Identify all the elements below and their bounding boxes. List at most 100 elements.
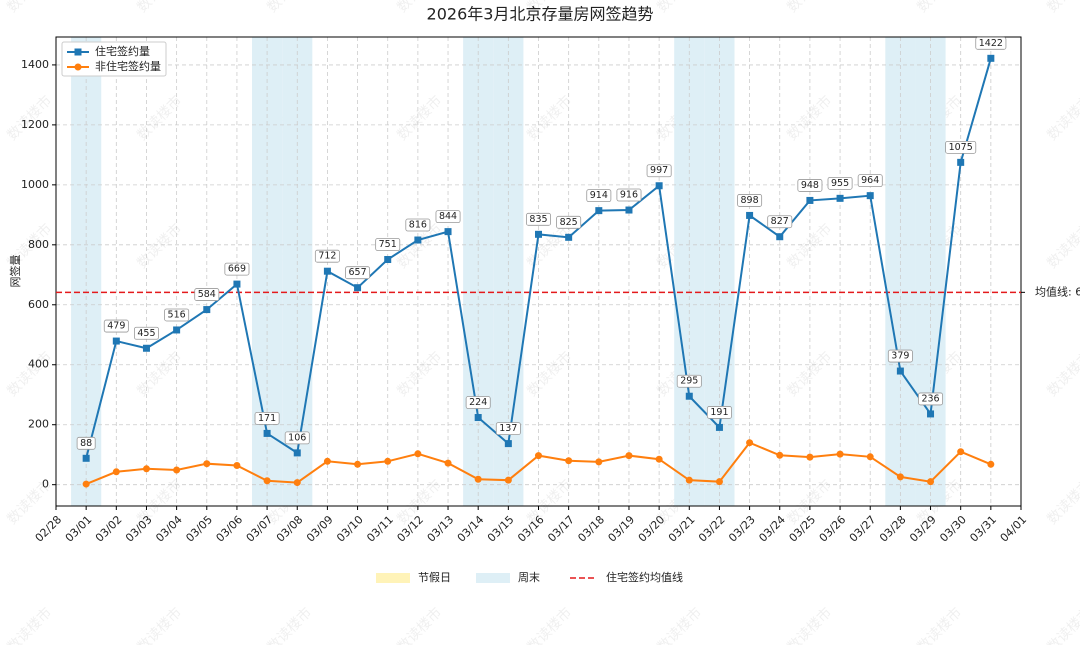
- watermark: 数读楼市: [914, 604, 966, 645]
- point: [263, 477, 271, 485]
- x-tick-label: 03/06: [214, 513, 246, 545]
- point: [354, 460, 362, 468]
- y-tick-label: 400: [28, 358, 49, 371]
- data-label-box: [76, 436, 96, 450]
- watermark: 数读楼市: [394, 604, 446, 645]
- data-label: 295: [676, 374, 702, 388]
- data-label: 964: [857, 174, 883, 188]
- point: [112, 468, 120, 476]
- point: [203, 306, 211, 314]
- data-label: 835: [526, 212, 551, 226]
- point: [776, 233, 784, 241]
- data-label-box: [706, 406, 732, 419]
- data-label: 584: [194, 288, 220, 301]
- legend-swatch: [476, 573, 510, 583]
- data-label: 171: [254, 412, 280, 425]
- data-label-box: [975, 36, 1007, 50]
- mean-label: 均值线: 641.5: [1035, 284, 1080, 298]
- data-label-box: [797, 179, 823, 192]
- data-label-text: 584: [198, 289, 216, 300]
- data-label-box: [616, 188, 642, 202]
- data-label-text: 516: [168, 309, 186, 320]
- point: [987, 54, 995, 62]
- data-label: 948: [797, 179, 823, 192]
- point: [896, 473, 904, 481]
- x-tick-label: 03/24: [756, 513, 788, 545]
- point: [806, 453, 814, 461]
- legend-label: 住宅签约均值线: [606, 570, 683, 584]
- data-label-box: [465, 396, 491, 409]
- point: [173, 326, 181, 334]
- data-label-box: [676, 374, 702, 388]
- legend-marker: [74, 48, 82, 56]
- point: [263, 429, 271, 437]
- x-tick-label: 03/09: [304, 513, 336, 545]
- data-label-text: 751: [379, 239, 397, 250]
- data-label-box: [164, 308, 190, 322]
- data-label: 88: [76, 436, 96, 450]
- data-label-box: [918, 392, 944, 406]
- data-label-text: 224: [469, 397, 487, 408]
- data-label-text: 914: [590, 190, 608, 201]
- data-label-box: [857, 174, 883, 188]
- point: [233, 280, 241, 288]
- data-label: 751: [375, 238, 401, 251]
- watermark: 数读楼市: [134, 220, 186, 272]
- watermark: 数读楼市: [784, 0, 836, 16]
- watermark: 数读楼市: [654, 604, 706, 645]
- legend-swatch: [376, 573, 410, 583]
- data-label-text: 997: [650, 165, 668, 176]
- watermark: 数读楼市: [134, 348, 186, 400]
- plot-frame: [55, 36, 1022, 507]
- data-label-box: [495, 422, 521, 436]
- point: [595, 207, 603, 215]
- data-label-box: [586, 189, 612, 203]
- point: [957, 448, 965, 456]
- point: [293, 449, 301, 457]
- point: [414, 450, 422, 458]
- x-tick-label: 03/15: [485, 513, 517, 545]
- point: [685, 392, 693, 400]
- point: [655, 455, 663, 463]
- data-label-text: 455: [137, 328, 155, 339]
- point: [715, 478, 723, 486]
- data-label-box: [133, 326, 159, 340]
- point: [112, 337, 120, 345]
- x-tick-label: 03/30: [937, 513, 969, 545]
- watermark: 数读楼市: [1044, 348, 1080, 400]
- x-tick-label: 03/26: [817, 513, 849, 545]
- data-label-box: [945, 140, 977, 154]
- data-label-text: 1422: [979, 38, 1003, 49]
- data-label: 712: [314, 249, 340, 263]
- x-tick-label: 03/28: [877, 513, 909, 545]
- y-tick-label: 1400: [21, 58, 49, 71]
- data-label-text: 948: [801, 180, 819, 191]
- watermark: 数读楼市: [784, 220, 836, 272]
- watermark: 数读楼市: [1044, 220, 1080, 272]
- x-tick-label: 03/14: [455, 513, 487, 545]
- point: [746, 211, 754, 219]
- point: [444, 228, 452, 236]
- watermark: 数读楼市: [134, 604, 186, 645]
- point: [384, 457, 392, 465]
- point: [836, 450, 844, 458]
- data-label: 379: [887, 349, 913, 363]
- point: [384, 256, 392, 264]
- watermark: 数读楼市: [264, 604, 316, 645]
- watermark: 数读楼市: [4, 348, 56, 400]
- point: [444, 459, 452, 467]
- data-label: 844: [435, 210, 461, 224]
- data-label-text: 88: [80, 438, 92, 449]
- data-label-box: [767, 215, 793, 229]
- x-tick-label: 03/04: [153, 513, 185, 545]
- series-line: [85, 441, 992, 486]
- point: [836, 194, 844, 202]
- point: [203, 460, 211, 468]
- x-tick-label: 03/27: [847, 513, 879, 545]
- legend-label: 非住宅签约量: [95, 59, 161, 73]
- x-tick-label: 03/22: [696, 513, 728, 545]
- point: [323, 457, 331, 465]
- x-tick-label: 03/20: [636, 513, 668, 545]
- x-tick-label: 03/23: [726, 513, 758, 545]
